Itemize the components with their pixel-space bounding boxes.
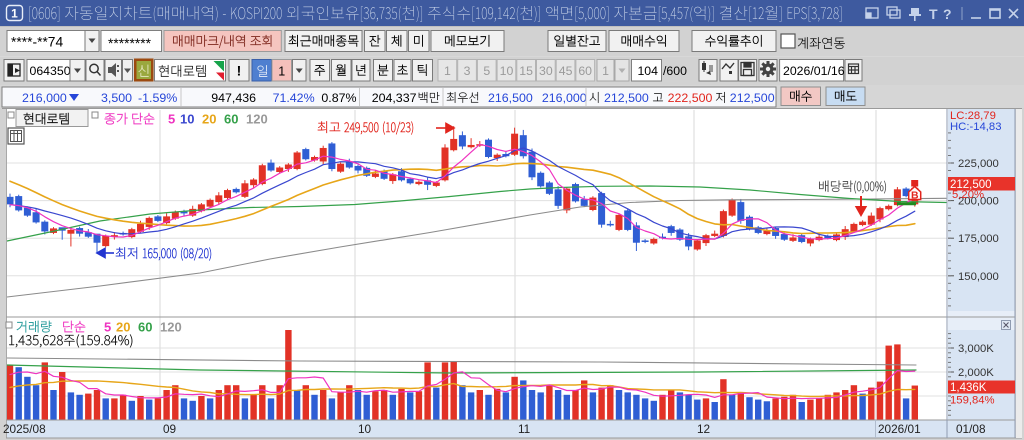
svg-text:20: 20 [202,112,216,127]
svg-text:30: 30 [539,64,553,78]
svg-text:204,337: 204,337 [372,91,417,105]
svg-text:!: ! [237,63,242,79]
svg-text:212,500: 212,500 [604,91,649,105]
svg-text:60: 60 [224,112,238,127]
svg-text:1: 1 [602,64,609,78]
svg-text:216,000: 216,000 [22,91,67,105]
svg-text:3,000K: 3,000K [958,343,994,355]
svg-text:11: 11 [518,422,530,436]
svg-text:10: 10 [358,422,372,436]
svg-text:120: 120 [160,320,182,335]
svg-text:45: 45 [559,64,573,78]
svg-text:5,20%: 5,20% [952,189,984,201]
svg-text:104: 104 [637,64,658,78]
svg-text:2026/01: 2026/01 [878,422,921,436]
svg-text:60: 60 [138,320,152,335]
svg-text:212,500: 212,500 [950,179,992,191]
svg-text:10: 10 [180,112,194,127]
svg-text:0.87%: 0.87% [321,91,356,105]
svg-text:212,500: 212,500 [730,91,775,105]
svg-text:150,000: 150,000 [958,271,999,283]
svg-text:71.42%: 71.42% [273,91,315,105]
svg-text:B: B [911,189,919,201]
svg-text:1: 1 [11,7,18,21]
svg-text:****-**74: ****-**74 [11,35,63,50]
svg-text:175,000: 175,000 [958,233,999,245]
svg-text:********: ******** [108,36,152,51]
svg-text:3,500: 3,500 [101,91,132,105]
svg-text:064350: 064350 [30,64,71,78]
svg-text:225,000: 225,000 [958,158,999,170]
svg-text:2026/01/16: 2026/01/16 [783,64,845,78]
svg-text:200,000: 200,000 [958,196,999,208]
svg-text:10: 10 [500,64,514,78]
svg-text:/600: /600 [663,64,687,78]
svg-text:12: 12 [697,422,710,436]
svg-text:947,436: 947,436 [211,91,256,105]
svg-text:222,500: 222,500 [668,91,713,105]
svg-text:?: ? [943,6,952,22]
svg-text:3: 3 [464,64,471,78]
svg-text:5: 5 [168,112,175,127]
svg-text:09: 09 [163,422,176,436]
svg-text:5: 5 [104,320,111,335]
svg-text:-1.59%: -1.59% [138,91,177,105]
svg-text:20: 20 [116,320,130,335]
svg-text:216,500: 216,500 [488,91,533,105]
svg-text:01/08: 01/08 [956,422,986,436]
svg-text:15: 15 [519,64,533,78]
svg-text:120: 120 [246,112,268,127]
svg-text:T: T [929,6,938,22]
svg-text:216,000: 216,000 [542,91,587,105]
svg-text:LC:28,79: LC:28,79 [950,110,996,122]
svg-text:1,436K: 1,436K [950,382,987,394]
svg-text:2,000K: 2,000K [958,367,994,379]
svg-text:60: 60 [578,64,592,78]
svg-text:2025/08: 2025/08 [3,422,46,436]
svg-text:1: 1 [278,65,285,79]
svg-text:HC:-14,83: HC:-14,83 [950,121,1002,133]
svg-text:1: 1 [444,64,451,78]
svg-text:159,84%: 159,84% [950,395,995,407]
svg-text:5: 5 [483,64,490,78]
